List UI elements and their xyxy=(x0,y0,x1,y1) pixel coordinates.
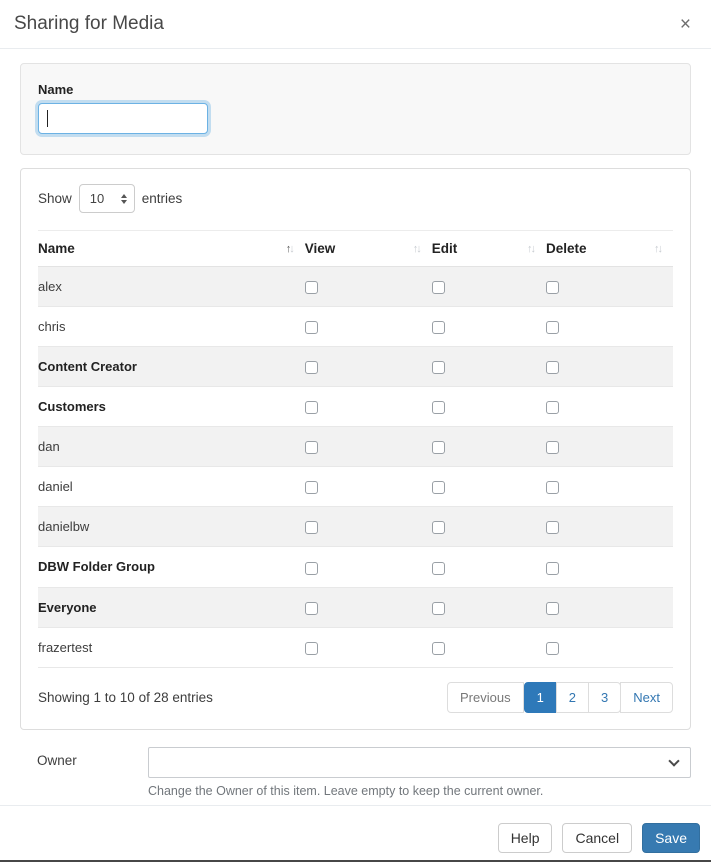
column-header-label: Edit xyxy=(431,241,458,256)
help-button[interactable]: Help xyxy=(497,823,553,853)
edit-checkbox[interactable] xyxy=(431,521,445,535)
sort-icon: ↑↓ xyxy=(285,242,295,255)
delete-checkbox[interactable] xyxy=(545,561,559,575)
pagination-page-3[interactable]: 3 xyxy=(588,681,622,713)
row-name: daniel xyxy=(38,479,73,495)
row-name: dan xyxy=(38,439,60,455)
page-length-select[interactable]: 10 xyxy=(78,184,135,213)
chevron-down-icon xyxy=(668,754,680,767)
view-checkbox[interactable] xyxy=(304,641,318,655)
edit-checkbox[interactable] xyxy=(431,401,445,415)
owner-help-text: Change the Owner of this item. Leave emp… xyxy=(148,783,544,798)
delete-checkbox[interactable] xyxy=(545,601,559,615)
table-row: Content Creator xyxy=(38,346,673,387)
page-length-value: 10 xyxy=(89,191,105,206)
table-row: alex xyxy=(38,266,673,307)
table-row: DBW Folder Group xyxy=(38,547,673,587)
show-label: Show xyxy=(38,191,72,206)
owner-row: Owner Change the Owner of this item. Lea… xyxy=(20,746,691,798)
table-footer: Showing 1 to 10 of 28 entries Previous 1… xyxy=(38,681,673,713)
edit-checkbox[interactable] xyxy=(431,641,445,655)
table-row: Everyone xyxy=(38,587,673,628)
delete-checkbox[interactable] xyxy=(545,481,559,495)
owner-select[interactable] xyxy=(148,746,691,778)
table-header-row: Name ↑↓ View ↑↓ Edit ↑↓ Delete ↑↓ xyxy=(38,230,673,267)
table-row: danielbw xyxy=(38,506,673,547)
delete-checkbox[interactable] xyxy=(545,361,559,375)
row-name: chris xyxy=(38,319,66,335)
column-header-label: Delete xyxy=(545,241,587,256)
text-caret xyxy=(47,110,48,127)
name-input[interactable] xyxy=(38,103,208,134)
column-header-delete[interactable]: Delete ↑↓ xyxy=(545,230,673,267)
edit-checkbox[interactable] xyxy=(431,561,445,575)
pagination-previous[interactable]: Previous xyxy=(446,681,524,713)
pagination-page-1[interactable]: 1 xyxy=(523,681,557,713)
name-label: Name xyxy=(38,82,74,97)
view-checkbox[interactable] xyxy=(304,481,318,495)
dialog-header: Sharing for Media × xyxy=(0,0,711,49)
delete-checkbox[interactable] xyxy=(545,521,559,535)
page-length-row: Show 10 entries xyxy=(38,184,673,213)
dialog-body: Name Show 10 entries Name ↑↓ View ↑↓ Edit ↑↓ D… xyxy=(0,49,711,805)
view-checkbox[interactable] xyxy=(304,361,318,375)
table-row: dan xyxy=(38,426,673,467)
select-updown-icon xyxy=(120,193,127,204)
entries-label: entries xyxy=(141,191,183,206)
table-row: frazertest xyxy=(38,627,673,668)
view-checkbox[interactable] xyxy=(304,441,318,455)
edit-checkbox[interactable] xyxy=(431,361,445,375)
view-checkbox[interactable] xyxy=(304,401,318,415)
close-icon[interactable]: × xyxy=(676,13,695,36)
edit-checkbox[interactable] xyxy=(431,281,445,295)
edit-checkbox[interactable] xyxy=(431,601,445,615)
row-name: danielbw xyxy=(38,519,90,535)
sort-icon: ↑↓ xyxy=(654,242,663,255)
row-name: alex xyxy=(38,279,62,295)
delete-checkbox[interactable] xyxy=(545,441,559,455)
view-checkbox[interactable] xyxy=(304,321,318,335)
row-name: DBW Folder Group xyxy=(38,559,155,575)
view-checkbox[interactable] xyxy=(304,561,318,575)
delete-checkbox[interactable] xyxy=(545,641,559,655)
edit-checkbox[interactable] xyxy=(431,441,445,455)
sort-icon: ↑↓ xyxy=(526,242,536,255)
row-name: frazertest xyxy=(38,639,93,655)
sort-icon: ↑↓ xyxy=(412,242,422,255)
save-button[interactable]: Save xyxy=(642,823,700,853)
sharing-table: Name ↑↓ View ↑↓ Edit ↑↓ Delete ↑↓ alex chris Cont… xyxy=(38,230,673,668)
pagination-page-2[interactable]: 2 xyxy=(555,681,590,713)
column-header-edit[interactable]: Edit ↑↓ xyxy=(431,230,546,267)
delete-checkbox[interactable] xyxy=(545,281,559,295)
table-row: chris xyxy=(38,307,673,347)
sharing-table-panel: Show 10 entries Name ↑↓ View ↑↓ Edit ↑↓ Delete… xyxy=(20,168,691,730)
delete-checkbox[interactable] xyxy=(545,321,559,335)
edit-checkbox[interactable] xyxy=(431,321,445,335)
owner-label: Owner xyxy=(37,752,77,768)
table-body: alex chris Content Creator Customers dan dani… xyxy=(38,266,673,668)
view-checkbox[interactable] xyxy=(304,601,318,615)
table-row: Customers xyxy=(38,387,673,427)
view-checkbox[interactable] xyxy=(304,521,318,535)
row-name: Customers xyxy=(38,399,106,415)
column-header-name[interactable]: Name ↑↓ xyxy=(38,230,305,267)
column-header-label: View xyxy=(304,241,336,256)
delete-checkbox[interactable] xyxy=(545,401,559,415)
row-name: Content Creator xyxy=(38,359,137,375)
table-row: daniel xyxy=(38,467,673,507)
row-name: Everyone xyxy=(38,599,97,615)
cancel-button[interactable]: Cancel xyxy=(562,823,633,853)
column-header-label: Name xyxy=(38,241,75,256)
entries-summary: Showing 1 to 10 of 28 entries xyxy=(38,689,213,705)
column-header-view[interactable]: View ↑↓ xyxy=(304,230,432,267)
page-title: Sharing for Media xyxy=(14,13,164,34)
pagination-next[interactable]: Next xyxy=(620,681,673,713)
view-checkbox[interactable] xyxy=(304,281,318,295)
dialog-footer: Help Cancel Save xyxy=(0,805,711,860)
edit-checkbox[interactable] xyxy=(431,481,445,495)
name-panel: Name xyxy=(20,63,691,155)
